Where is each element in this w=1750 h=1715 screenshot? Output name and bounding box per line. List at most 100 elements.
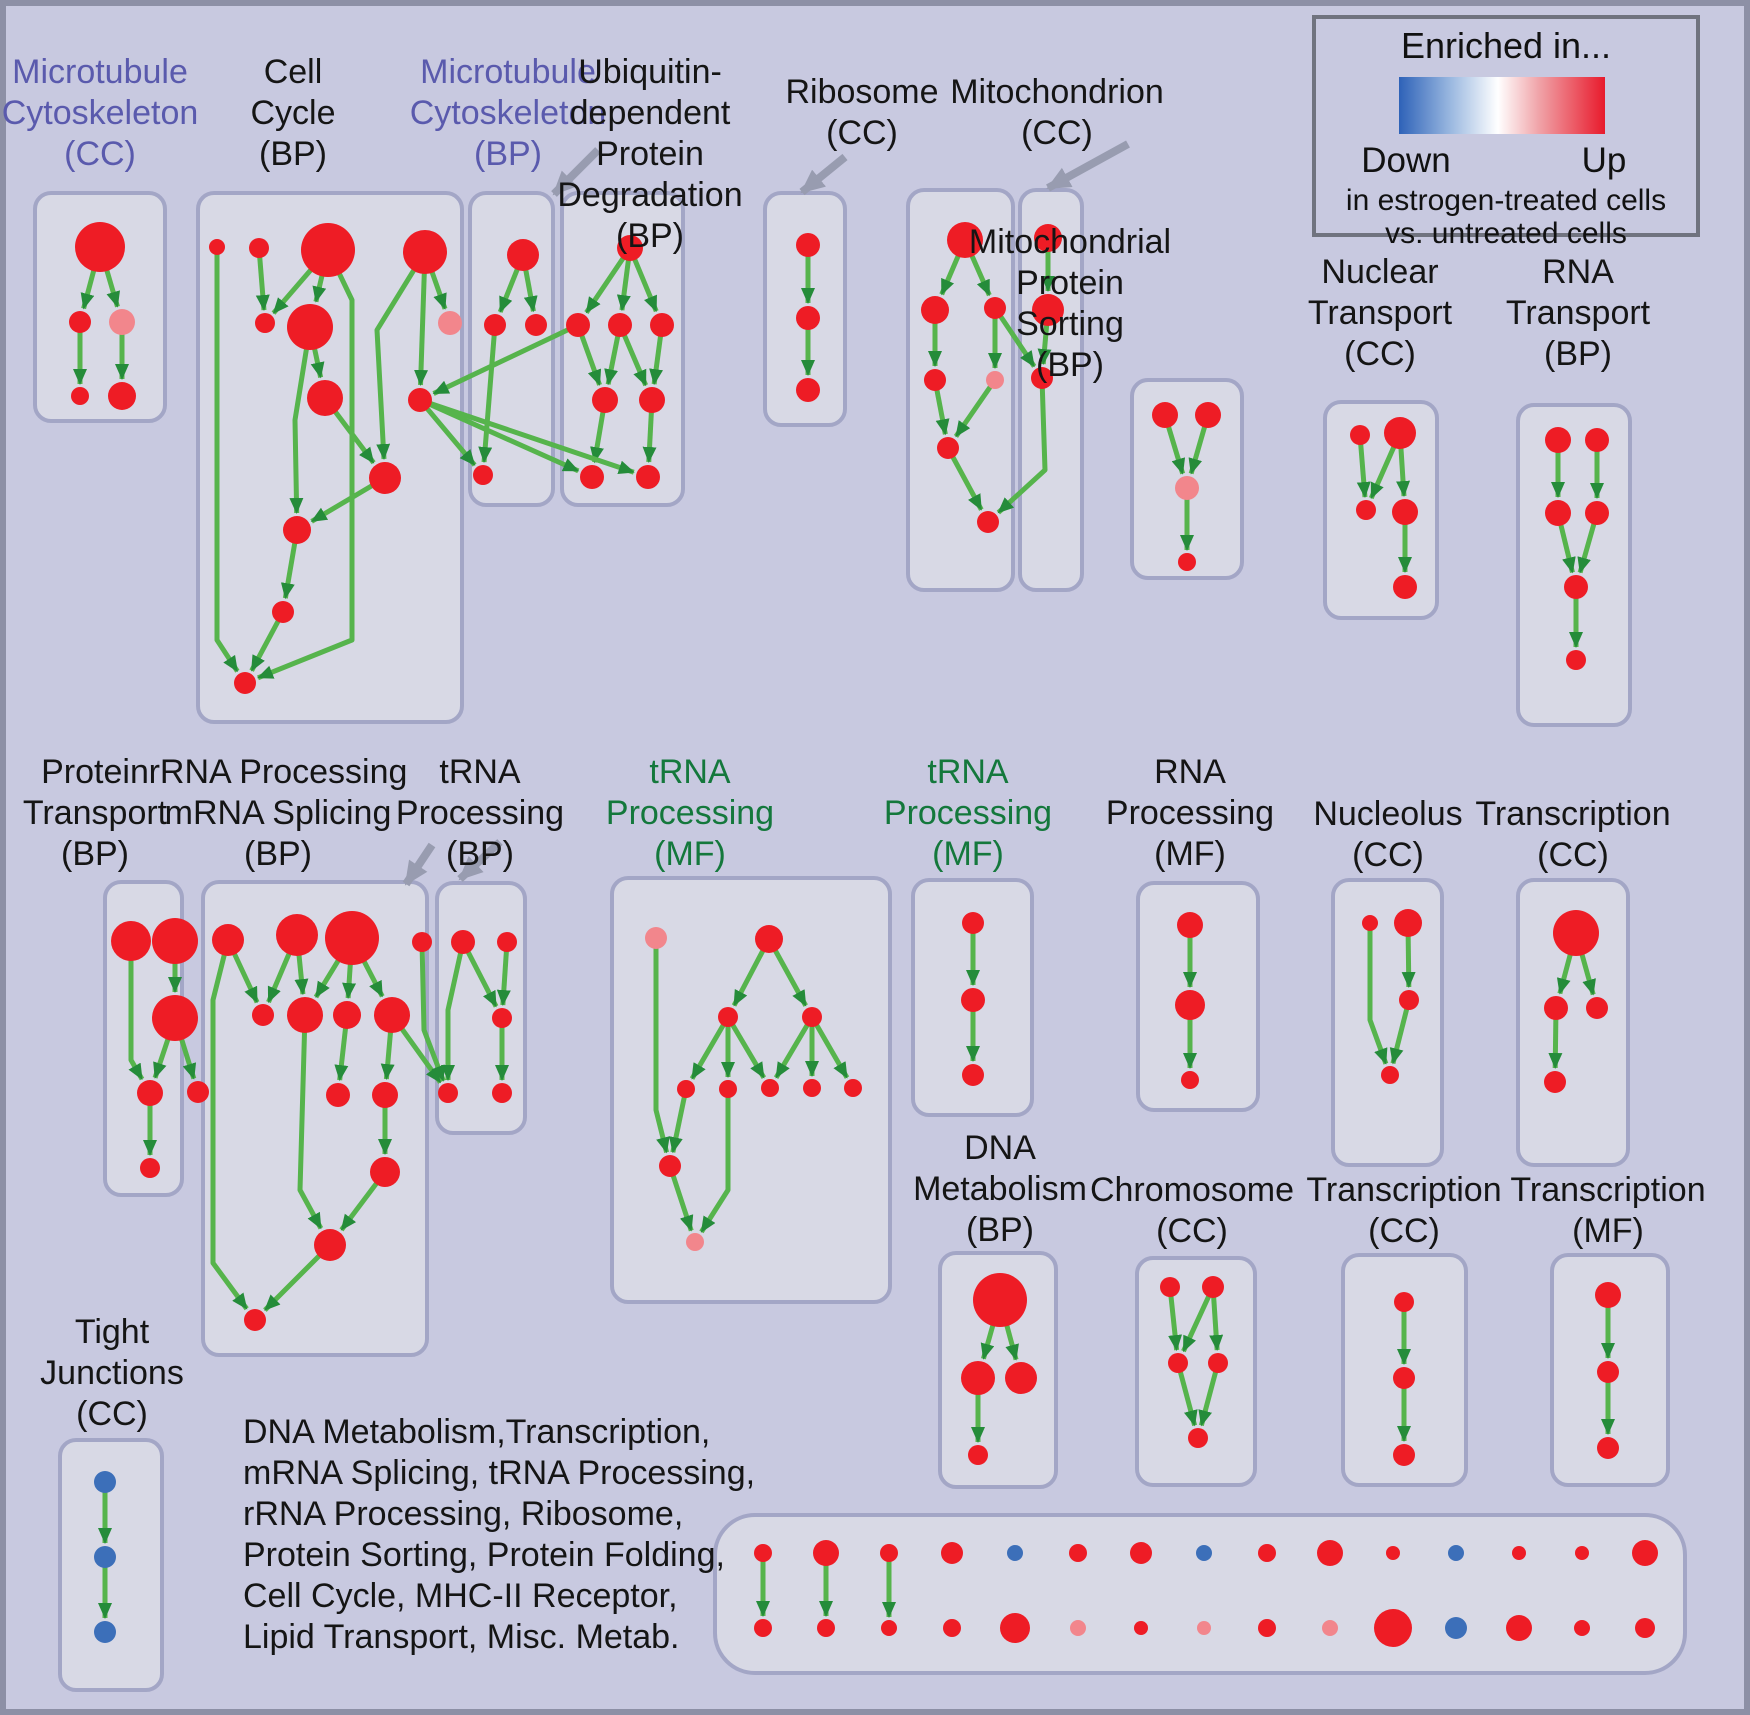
transcription-cc-row3-label: Transcription (CC) <box>1306 1171 1502 1250</box>
microtubule-cc-label: Microtubule Cytoskeleton (CC) <box>1 53 199 173</box>
go-term-node <box>1564 575 1588 599</box>
go-term-node <box>1195 402 1221 428</box>
go-term-node <box>492 1083 512 1103</box>
go-term-node <box>686 1233 704 1251</box>
edge <box>699 1089 731 1234</box>
go-term-node <box>1632 1540 1658 1566</box>
go-term-node <box>755 925 783 953</box>
edge <box>1167 1286 1183 1352</box>
go-term-node <box>403 230 447 274</box>
go-term-node <box>152 918 198 964</box>
go-term-node <box>617 235 643 261</box>
go-term-node <box>580 465 604 489</box>
edge <box>210 939 249 1311</box>
go-term-node <box>137 1080 163 1106</box>
edge <box>460 940 499 1008</box>
legend-down-label: Down <box>1361 141 1451 180</box>
go-term-node <box>326 1083 350 1107</box>
legend-gradient-bar <box>1399 77 1605 134</box>
edge <box>257 248 355 681</box>
rrna-processing-label: rRNA Processing mRNA Splicing (BP) <box>148 753 408 873</box>
trna-processing-bp-label: tRNA Processing (BP) <box>395 753 565 873</box>
go-term-node <box>1448 1545 1464 1561</box>
go-term-node <box>937 437 959 459</box>
go-term-node <box>314 1229 346 1261</box>
go-term-node <box>1394 1292 1414 1312</box>
go-term-node <box>272 601 294 623</box>
protein-transport-label: Protein Transport (BP) <box>22 753 168 873</box>
edge <box>418 398 477 467</box>
go-term-node <box>1031 367 1053 389</box>
edge <box>953 378 998 438</box>
go-term-node <box>1394 909 1422 937</box>
go-term-node <box>1208 1353 1228 1373</box>
go-term-node <box>1384 417 1416 449</box>
go-term-node <box>1152 402 1178 428</box>
go-term-node <box>1635 1618 1655 1638</box>
go-term-node <box>1197 1621 1211 1635</box>
ubiquitin-label: Ubiquitin- dependent Protein Degradation… <box>557 53 743 255</box>
edge <box>773 1015 815 1079</box>
go-term-node <box>287 304 333 350</box>
go-term-node <box>108 382 136 410</box>
legend-caption-line2: vs. untreated cells <box>1385 217 1627 250</box>
edge <box>809 1015 850 1079</box>
tight-junctions-label: Tight Junctions (CC) <box>40 1313 184 1433</box>
edge <box>214 247 240 673</box>
go-term-node <box>650 313 674 337</box>
go-term-node <box>71 387 89 405</box>
go-term-node <box>255 313 275 333</box>
go-term-node <box>1350 425 1370 445</box>
go-term-node <box>94 1471 116 1493</box>
go-term-node <box>1445 1617 1467 1639</box>
go-term-node <box>1160 1277 1180 1297</box>
go-term-node <box>1258 1619 1276 1637</box>
edge <box>418 397 580 474</box>
go-term-node <box>140 1158 160 1178</box>
legend-caption-line1: in estrogen-treated cells <box>1345 184 1667 217</box>
go-term-node <box>961 988 985 1012</box>
go-term-node <box>370 1157 400 1187</box>
go-term-node <box>636 465 660 489</box>
go-term-node <box>374 997 410 1033</box>
edge <box>249 610 286 672</box>
go-term-node <box>754 1544 772 1562</box>
go-term-node <box>1178 553 1196 571</box>
cluster-box-dna-metabolism <box>938 1251 1058 1489</box>
edge <box>1198 1362 1221 1427</box>
go-term-node <box>639 387 665 413</box>
go-term-node <box>152 995 198 1041</box>
go-term-node <box>1202 1276 1224 1298</box>
go-term-node <box>1566 650 1586 670</box>
go-term-node <box>645 927 667 949</box>
trna-processing-mf1-label: tRNA Processing (MF) <box>605 753 775 873</box>
go-term-node <box>301 223 355 277</box>
transcription-mf-label: Transcription (MF) <box>1510 1171 1706 1250</box>
edge <box>419 941 446 1082</box>
go-term-node <box>659 1155 681 1177</box>
edge <box>1389 999 1412 1065</box>
go-term-node <box>943 1619 961 1637</box>
edge <box>496 941 511 1007</box>
go-term-node <box>1175 990 1205 1020</box>
go-term-node <box>1034 224 1062 252</box>
go-term-node <box>109 309 135 335</box>
edge <box>419 397 635 475</box>
cluster-box-misc-categories <box>713 1513 1687 1675</box>
go-term-node <box>252 1004 274 1026</box>
go-term-node <box>244 1309 266 1331</box>
go-term-node <box>1544 1071 1566 1093</box>
go-term-node <box>1374 1609 1412 1647</box>
go-term-node <box>1586 997 1608 1019</box>
edge <box>1181 1285 1216 1353</box>
rna-processing-mf-label: RNA Processing (MF) <box>1105 753 1275 873</box>
edge <box>945 446 984 511</box>
cluster-box-rna-transport <box>1516 403 1632 727</box>
go-term-node <box>372 1082 398 1108</box>
cluster-box-chromosome-cc <box>1135 1256 1257 1487</box>
go-term-node <box>1317 1540 1343 1566</box>
edge <box>1356 434 1371 499</box>
go-term-node <box>881 1620 897 1636</box>
